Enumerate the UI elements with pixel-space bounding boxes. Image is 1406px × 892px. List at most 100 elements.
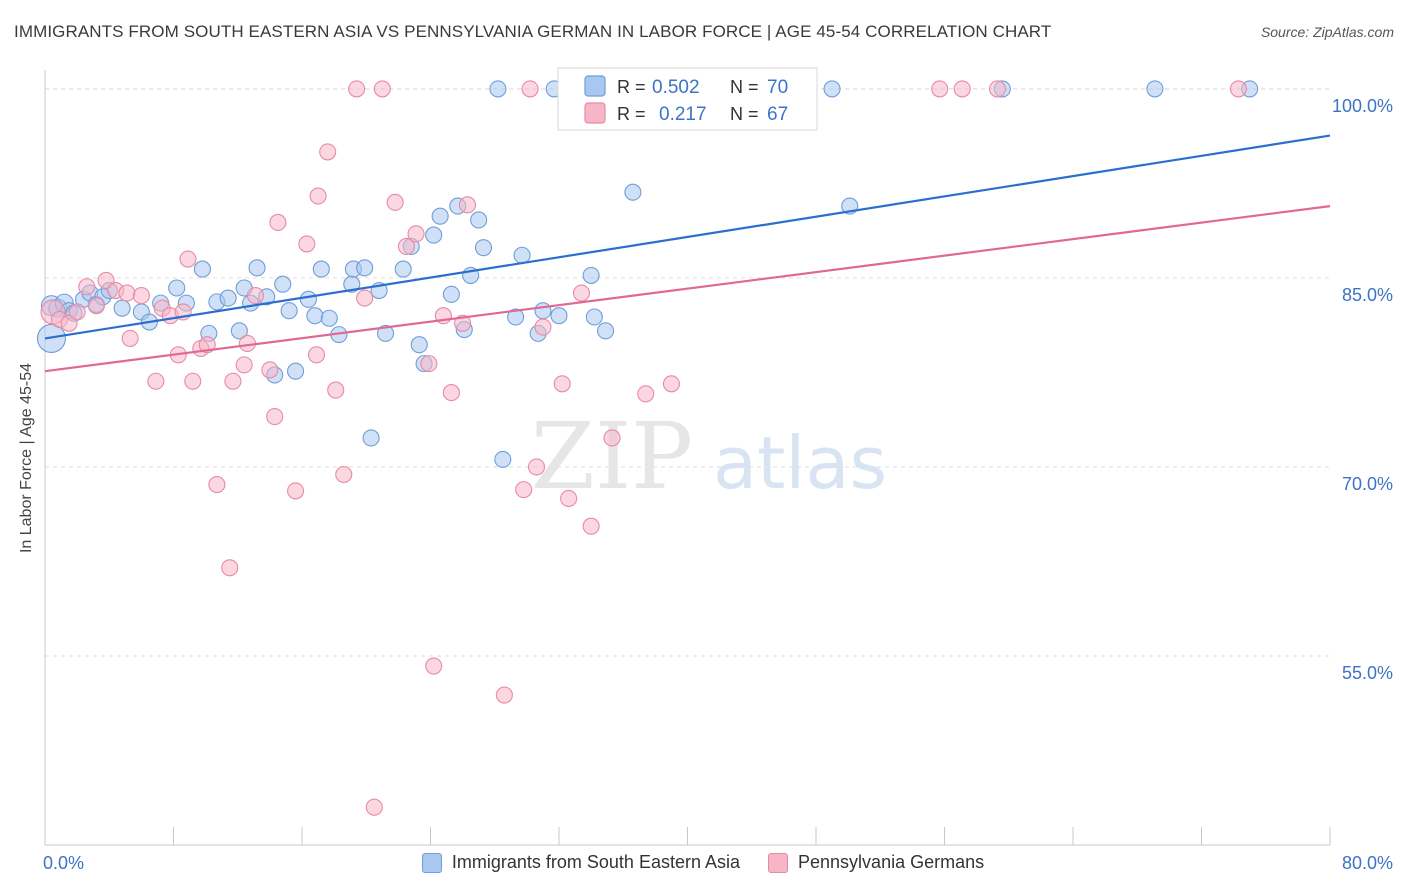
point-south-eastern-asia (624, 183, 642, 201)
point-south-eastern-asia (394, 260, 412, 278)
point-pennsylvania-german (78, 278, 96, 296)
point-pennsylvania-german (327, 381, 345, 399)
point-south-eastern-asia (425, 226, 443, 244)
point-pennsylvania-german (348, 80, 366, 98)
trendline-south-eastern-asia (44, 134, 1331, 340)
point-south-eastern-asia (320, 309, 338, 327)
point-pennsylvania-german (179, 250, 197, 268)
point-south-eastern-asia (248, 259, 266, 277)
point-pennsylvania-german (553, 375, 571, 393)
point-pennsylvania-german (246, 287, 264, 305)
y-tick-label: 55.0% (1342, 663, 1393, 683)
legend-item-south-eastern-asia[interactable]: Immigrants from South Eastern Asia (421, 852, 740, 873)
point-south-eastern-asia (582, 266, 600, 284)
chart-title: IMMIGRANTS FROM SOUTH EASTERN ASIA VS PE… (14, 22, 1052, 41)
point-south-eastern-asia (494, 450, 512, 468)
legend-blue-r-label: R = (617, 77, 646, 97)
point-south-eastern-asia (274, 275, 292, 293)
point-pennsylvania-german (407, 225, 425, 243)
point-south-eastern-asia (1146, 80, 1164, 98)
point-south-eastern-asia (550, 307, 568, 325)
point-pennsylvania-german (1229, 80, 1247, 98)
point-south-eastern-asia (410, 336, 428, 354)
legend-blue-n-label: N = (730, 77, 759, 97)
trendline-pennsylvania-german (44, 205, 1331, 373)
point-pennsylvania-german (458, 196, 476, 214)
point-pennsylvania-german (373, 80, 391, 98)
point-pennsylvania-german (420, 355, 438, 373)
point-pennsylvania-german (560, 489, 578, 508)
point-pennsylvania-german (307, 346, 326, 364)
point-pennsylvania-german (953, 80, 971, 98)
point-south-eastern-asia (470, 211, 488, 229)
point-pennsylvania-german (235, 356, 253, 374)
point-pennsylvania-german (397, 237, 415, 255)
trend-layer (44, 134, 1331, 373)
point-south-eastern-asia (534, 302, 552, 320)
point-pennsylvania-german (442, 384, 460, 402)
point-south-eastern-asia (362, 429, 380, 447)
point-pennsylvania-german (309, 187, 327, 205)
grid-layer (45, 88, 1330, 657)
point-south-eastern-asia (113, 299, 131, 317)
point-south-eastern-asia (193, 260, 211, 278)
y-tick-label: 100.0% (1332, 96, 1393, 116)
point-pennsylvania-german (87, 297, 105, 315)
point-pennsylvania-german (184, 372, 202, 390)
zipatlas-watermark: ZIP atlas (531, 403, 887, 510)
legend-blue-n-value: 70 (767, 77, 788, 98)
point-south-eastern-asia (823, 80, 841, 98)
point-pennsylvania-german (425, 657, 443, 675)
point-pennsylvania-german (988, 80, 1007, 98)
point-south-eastern-asia (474, 239, 493, 257)
point-pennsylvania-german (287, 482, 305, 500)
legend-swatch-pink (768, 852, 789, 873)
legend-blue-swatch (584, 75, 606, 97)
point-pennsylvania-german (266, 407, 284, 426)
legend-pink-r-label: R = (617, 104, 646, 124)
axis-layer: 55.0% 70.0% 85.0% 100.0% 0.0% 80.0% (43, 70, 1393, 873)
y-axis-title: In Labor Force | Age 45-54 (18, 362, 35, 554)
point-pennsylvania-german (662, 375, 680, 393)
point-south-eastern-asia (312, 260, 330, 278)
point-pennsylvania-german (365, 798, 383, 816)
point-pennsylvania-german (208, 476, 226, 494)
point-pennsylvania-german (386, 193, 404, 211)
point-pennsylvania-german (582, 517, 600, 535)
legend-item-pennsylvania-germans[interactable]: Pennsylvania Germans (768, 852, 984, 873)
point-pennsylvania-german (221, 559, 239, 577)
point-pennsylvania-german (534, 318, 552, 336)
point-pennsylvania-german (495, 686, 513, 704)
legend-blue-r-value: 0.502 (652, 77, 700, 98)
point-south-eastern-asia (299, 290, 317, 308)
point-south-eastern-asia (230, 322, 248, 340)
point-pennsylvania-german (356, 289, 374, 307)
legend-pink-n-value: 67 (767, 104, 788, 125)
point-south-eastern-asia (280, 302, 298, 320)
point-south-eastern-asia (431, 207, 449, 225)
point-pennsylvania-german (118, 284, 136, 302)
point-pennsylvania-german (224, 372, 242, 390)
point-south-eastern-asia (168, 279, 186, 297)
y-tick-label: 70.0% (1342, 474, 1393, 494)
point-pennsylvania-german (931, 80, 949, 98)
point-south-eastern-asia (513, 246, 531, 264)
x-tick-label-max: 80.0% (1342, 853, 1393, 873)
point-pennsylvania-german (261, 361, 279, 379)
point-south-eastern-asia (219, 289, 237, 307)
legend-pink-n-label: N = (730, 104, 759, 124)
point-pennsylvania-german (454, 314, 472, 332)
legend-bottom: Immigrants from South Eastern Asia Penns… (0, 852, 1406, 873)
point-pennsylvania-german (68, 303, 86, 321)
point-south-eastern-asia (597, 322, 615, 340)
point-pennsylvania-german (319, 143, 337, 161)
legend-top: R = 0.502 N = 70 R = 0.217 N = 67 (557, 67, 818, 131)
point-south-eastern-asia (376, 324, 395, 342)
point-pennsylvania-german (603, 429, 621, 447)
point-south-eastern-asia (306, 307, 324, 325)
point-pennsylvania-german (515, 481, 533, 499)
point-south-eastern-asia (287, 362, 305, 380)
point-pennsylvania-german (335, 465, 353, 484)
point-pennsylvania-german (298, 235, 316, 253)
